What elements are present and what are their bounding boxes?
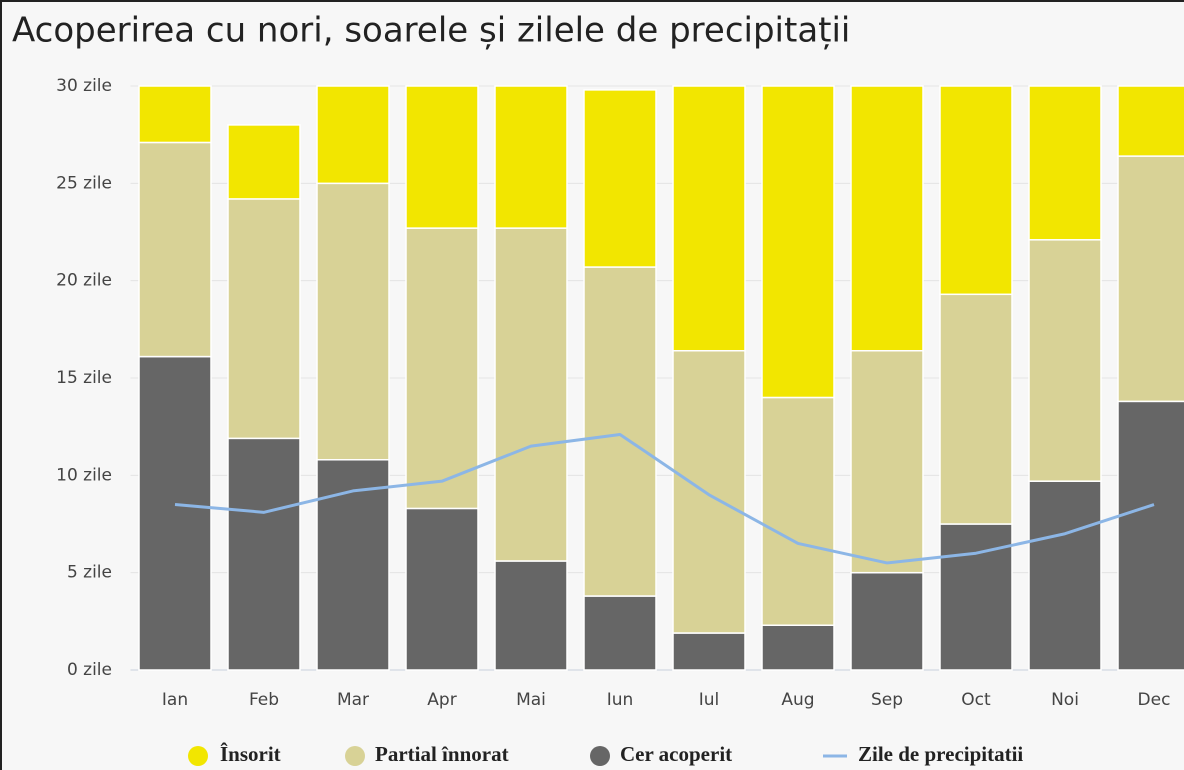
bar-segment bbox=[850, 349, 924, 574]
y-tick-label: 5 zile bbox=[67, 563, 112, 583]
bar-segment bbox=[939, 293, 1013, 525]
legend-label: Cer acoperit bbox=[620, 742, 732, 766]
bar-segment bbox=[494, 560, 568, 671]
bar-segment bbox=[405, 85, 479, 229]
legend-marker bbox=[590, 746, 610, 766]
legend-marker bbox=[188, 746, 208, 766]
y-tick-label: 15 zile bbox=[56, 368, 112, 388]
chart-title: Acoperirea cu nori, soarele și zilele de… bbox=[12, 11, 850, 51]
bar-segment bbox=[494, 85, 568, 229]
y-tick-label: 0 zile bbox=[67, 660, 112, 680]
x-tick-label: Iul bbox=[699, 690, 720, 710]
bar-segment bbox=[939, 85, 1013, 296]
bar-segment bbox=[761, 85, 835, 399]
bar-segment bbox=[227, 198, 301, 440]
bar-segment bbox=[761, 624, 835, 671]
bar-segment bbox=[138, 355, 212, 671]
precipitation-line bbox=[174, 432, 1155, 565]
bar-segment bbox=[316, 459, 390, 671]
bar-segment bbox=[1028, 239, 1102, 482]
bar-segment bbox=[1028, 480, 1102, 671]
bar-segment bbox=[405, 227, 479, 510]
bar-segment bbox=[850, 571, 924, 671]
bar-segment bbox=[227, 437, 301, 671]
bar-segment bbox=[939, 523, 1013, 671]
x-tick-label: Mar bbox=[337, 690, 369, 710]
bar-segment bbox=[761, 396, 835, 626]
bar-segment bbox=[583, 595, 657, 671]
bar-segment bbox=[672, 349, 746, 634]
bar-segment bbox=[227, 124, 301, 200]
x-tick-label: Iun bbox=[607, 690, 634, 710]
bar-segment bbox=[138, 141, 212, 358]
bar-segment bbox=[1117, 400, 1184, 671]
x-tick-label: Oct bbox=[961, 690, 991, 710]
bar-segment bbox=[316, 85, 390, 185]
bar-segment bbox=[316, 182, 390, 461]
x-tick-label: Mai bbox=[516, 690, 546, 710]
x-tick-label: Dec bbox=[1138, 690, 1171, 710]
bar-segment bbox=[1117, 155, 1184, 403]
bar-segment bbox=[583, 266, 657, 597]
bar-segment bbox=[672, 632, 746, 671]
legend-label: Însorit bbox=[220, 742, 281, 766]
plot bbox=[130, 85, 1184, 671]
bar-segment bbox=[1117, 85, 1184, 157]
bar-segment bbox=[138, 85, 212, 144]
x-tick-label: Sep bbox=[871, 690, 903, 710]
x-tick-label: Apr bbox=[427, 690, 456, 710]
y-tick-label: 20 zile bbox=[56, 271, 112, 291]
bar-segment bbox=[850, 85, 924, 352]
legend-marker bbox=[345, 746, 365, 766]
bar-segment bbox=[672, 85, 746, 352]
bar-segment bbox=[405, 507, 479, 671]
x-tick-label: Aug bbox=[781, 690, 814, 710]
legend-label: Zile de precipitatii bbox=[858, 742, 1023, 766]
y-tick-label: 25 zile bbox=[56, 173, 112, 193]
x-tick-label: Noi bbox=[1051, 690, 1079, 710]
legend-label: Partial înnorat bbox=[375, 742, 509, 766]
x-tick-label: Ian bbox=[162, 690, 188, 710]
x-tick-label: Feb bbox=[249, 690, 279, 710]
bar-segment bbox=[494, 227, 568, 562]
y-tick-label: 30 zile bbox=[56, 76, 112, 96]
y-tick-label: 10 zile bbox=[56, 465, 112, 485]
bar-segment bbox=[583, 89, 657, 268]
bar-segment bbox=[1028, 85, 1102, 241]
